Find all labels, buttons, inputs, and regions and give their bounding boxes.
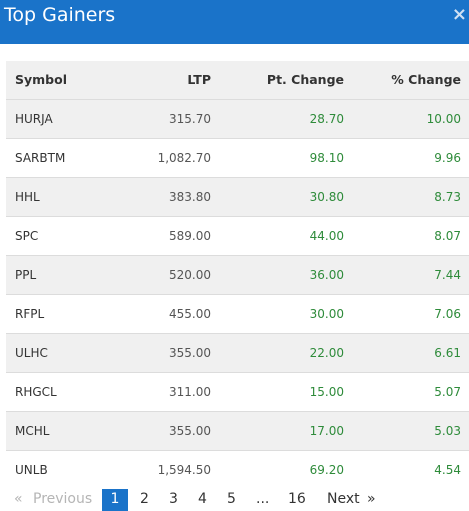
page-link-2[interactable]: 2: [140, 491, 149, 507]
pt-change-cell: 30.00: [309, 306, 344, 321]
previous-page-link: Previous: [33, 491, 93, 507]
ltp-cell: 520.00: [169, 267, 211, 282]
pct-change-cell: 8.73: [434, 189, 461, 204]
pt-change-cell: 30.80: [309, 189, 344, 204]
pct-change-cell: 8.07: [434, 228, 461, 243]
dialog-title: Top Gainers: [4, 4, 116, 26]
table-row: ULHC 355.00 22.00 6.61: [6, 333, 469, 372]
table-row: PPL 520.00 36.00 7.44: [6, 255, 469, 294]
symbol-cell[interactable]: MCHL: [15, 423, 50, 438]
pct-change-cell: 10.00: [426, 111, 461, 126]
pct-change-cell: 7.44: [434, 267, 461, 282]
dialog-header: Top Gainers ×: [0, 0, 469, 44]
symbol-cell[interactable]: ULHC: [15, 345, 48, 360]
column-header-pt-change[interactable]: Pt. Change: [266, 72, 344, 88]
pt-change-cell: 17.00: [309, 423, 344, 438]
ltp-cell: 1,082.70: [157, 150, 211, 165]
table-row: HURJA 315.70 28.70 10.00: [6, 99, 469, 138]
close-icon[interactable]: ×: [451, 4, 467, 25]
ltp-cell: 455.00: [169, 306, 211, 321]
pct-change-cell: 6.61: [434, 345, 461, 360]
table-row: RFPL 455.00 30.00 7.06: [6, 294, 469, 333]
symbol-cell[interactable]: RFPL: [15, 306, 45, 321]
ltp-cell: 315.70: [169, 111, 211, 126]
page-link-1[interactable]: 1: [102, 489, 128, 511]
first-page-icon: «: [14, 491, 23, 507]
pt-change-cell: 22.00: [309, 345, 344, 360]
symbol-cell[interactable]: SPC: [15, 228, 39, 243]
pt-change-cell: 69.20: [309, 462, 344, 477]
column-header-pct-change[interactable]: % Change: [391, 72, 461, 88]
last-page-icon[interactable]: »: [367, 491, 376, 507]
column-header-ltp[interactable]: LTP: [187, 72, 211, 88]
table-row: MCHL 355.00 17.00 5.03: [6, 411, 469, 450]
table-row: UNLB 1,594.50 69.20 4.54: [6, 450, 469, 489]
page-link-16[interactable]: 16: [288, 491, 306, 507]
ltp-cell: 383.80: [169, 189, 211, 204]
pagination-ellipsis: ...: [256, 491, 270, 507]
pagination: « Previous 1 2 3 4 5 ... 16 Next »: [0, 489, 469, 511]
pct-change-cell: 4.54: [434, 462, 461, 477]
ltp-cell: 355.00: [169, 423, 211, 438]
pct-change-cell: 5.07: [434, 384, 461, 399]
ltp-cell: 355.00: [169, 345, 211, 360]
table-row: RHGCL 311.00 15.00 5.07: [6, 372, 469, 411]
page-link-5[interactable]: 5: [227, 491, 236, 507]
pct-change-cell: 9.96: [434, 150, 461, 165]
pct-change-cell: 7.06: [434, 306, 461, 321]
table-row: SARBTM 1,082.70 98.10 9.96: [6, 138, 469, 177]
table-row: HHL 383.80 30.80 8.73: [6, 177, 469, 216]
symbol-cell[interactable]: SARBTM: [15, 150, 66, 165]
pct-change-cell: 5.03: [434, 423, 461, 438]
page-link-4[interactable]: 4: [198, 491, 207, 507]
ltp-cell: 1,594.50: [157, 462, 211, 477]
pt-change-cell: 36.00: [309, 267, 344, 282]
ltp-cell: 311.00: [169, 384, 211, 399]
pt-change-cell: 98.10: [309, 150, 344, 165]
pt-change-cell: 28.70: [309, 111, 344, 126]
column-header-symbol[interactable]: Symbol: [15, 72, 67, 88]
symbol-cell[interactable]: RHGCL: [15, 384, 57, 399]
symbol-cell[interactable]: HHL: [15, 189, 40, 204]
table-row: SPC 589.00 44.00 8.07: [6, 216, 469, 255]
next-page-link[interactable]: Next: [327, 491, 360, 507]
symbol-cell[interactable]: HURJA: [15, 111, 53, 126]
pt-change-cell: 44.00: [309, 228, 344, 243]
top-gainers-table: Symbol LTP Pt. Change % Change HURJA 315…: [6, 61, 469, 489]
ltp-cell: 589.00: [169, 228, 211, 243]
page-link-3[interactable]: 3: [169, 491, 178, 507]
table-header-row: Symbol LTP Pt. Change % Change: [6, 61, 469, 99]
symbol-cell[interactable]: PPL: [15, 267, 37, 282]
pt-change-cell: 15.00: [309, 384, 344, 399]
symbol-cell[interactable]: UNLB: [15, 462, 48, 477]
